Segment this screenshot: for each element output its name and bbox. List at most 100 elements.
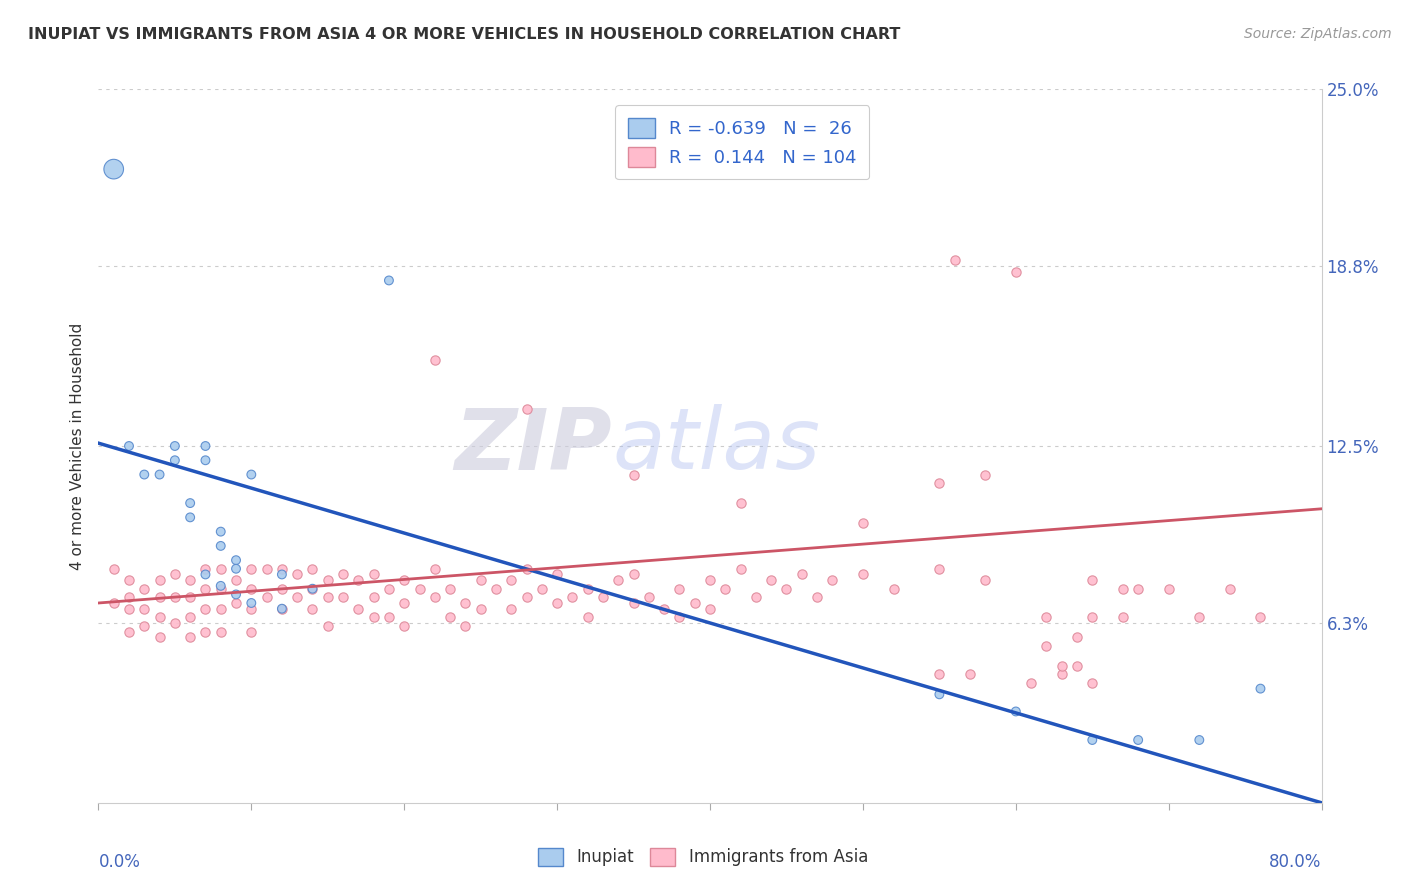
- Point: [516, 401, 538, 416]
- Point: [149, 573, 172, 587]
- Y-axis label: 4 or more Vehicles in Household: 4 or more Vehicles in Household: [69, 322, 84, 570]
- Point: [974, 467, 997, 482]
- Point: [316, 591, 339, 605]
- Point: [470, 601, 492, 615]
- Point: [163, 567, 186, 582]
- Point: [256, 562, 278, 576]
- Point: [516, 591, 538, 605]
- Point: [163, 615, 186, 630]
- Legend: R = -0.639   N =  26, R =  0.144   N = 104: R = -0.639 N = 26, R = 0.144 N = 104: [614, 105, 869, 179]
- Point: [363, 567, 385, 582]
- Point: [652, 601, 675, 615]
- Point: [1128, 733, 1150, 747]
- Point: [332, 567, 354, 582]
- Point: [974, 573, 997, 587]
- Point: [928, 562, 950, 576]
- Point: [623, 596, 645, 610]
- Point: [607, 573, 630, 587]
- Point: [209, 582, 232, 596]
- Point: [439, 582, 461, 596]
- Point: [256, 591, 278, 605]
- Point: [1050, 658, 1073, 673]
- Point: [623, 567, 645, 582]
- Text: Source: ZipAtlas.com: Source: ZipAtlas.com: [1244, 27, 1392, 41]
- Point: [103, 162, 125, 177]
- Point: [576, 582, 599, 596]
- Point: [699, 601, 721, 615]
- Point: [745, 591, 768, 605]
- Point: [270, 562, 292, 576]
- Point: [852, 516, 875, 530]
- Point: [1081, 610, 1104, 624]
- Point: [392, 573, 416, 587]
- Point: [209, 539, 232, 553]
- Point: [118, 591, 141, 605]
- Point: [423, 562, 446, 576]
- Point: [1004, 705, 1026, 719]
- Point: [225, 596, 247, 610]
- Text: 0.0%: 0.0%: [98, 853, 141, 871]
- Point: [149, 630, 172, 644]
- Text: ZIP: ZIP: [454, 404, 612, 488]
- Point: [501, 573, 523, 587]
- Legend: Inupiat, Immigrants from Asia: Inupiat, Immigrants from Asia: [530, 839, 876, 875]
- Point: [209, 524, 232, 539]
- Point: [1004, 265, 1026, 279]
- Point: [270, 601, 292, 615]
- Point: [454, 596, 477, 610]
- Point: [134, 601, 156, 615]
- Point: [225, 553, 247, 567]
- Point: [790, 567, 813, 582]
- Point: [179, 496, 201, 510]
- Point: [592, 591, 614, 605]
- Point: [378, 582, 401, 596]
- Point: [194, 601, 217, 615]
- Point: [194, 453, 217, 467]
- Point: [1112, 582, 1135, 596]
- Point: [179, 573, 201, 587]
- Point: [240, 582, 263, 596]
- Point: [240, 624, 263, 639]
- Point: [1066, 658, 1088, 673]
- Point: [103, 562, 125, 576]
- Point: [759, 573, 782, 587]
- Point: [470, 573, 492, 587]
- Point: [1081, 676, 1104, 690]
- Point: [194, 439, 217, 453]
- Point: [546, 596, 568, 610]
- Point: [347, 601, 370, 615]
- Point: [1188, 610, 1211, 624]
- Point: [103, 596, 125, 610]
- Point: [852, 567, 875, 582]
- Point: [332, 591, 354, 605]
- Point: [163, 439, 186, 453]
- Point: [1128, 582, 1150, 596]
- Point: [194, 562, 217, 576]
- Point: [118, 573, 141, 587]
- Point: [270, 567, 292, 582]
- Point: [1035, 610, 1057, 624]
- Point: [576, 610, 599, 624]
- Point: [516, 562, 538, 576]
- Point: [408, 582, 430, 596]
- Point: [285, 591, 308, 605]
- Point: [637, 591, 661, 605]
- Point: [1188, 733, 1211, 747]
- Point: [179, 510, 201, 524]
- Point: [928, 687, 950, 701]
- Point: [378, 273, 401, 287]
- Point: [1157, 582, 1180, 596]
- Point: [1112, 610, 1135, 624]
- Point: [301, 582, 323, 596]
- Point: [134, 619, 156, 633]
- Text: atlas: atlas: [612, 404, 820, 488]
- Point: [623, 467, 645, 482]
- Point: [1019, 676, 1042, 690]
- Point: [485, 582, 508, 596]
- Point: [316, 573, 339, 587]
- Point: [561, 591, 583, 605]
- Point: [806, 591, 828, 605]
- Text: INUPIAT VS IMMIGRANTS FROM ASIA 4 OR MORE VEHICLES IN HOUSEHOLD CORRELATION CHAR: INUPIAT VS IMMIGRANTS FROM ASIA 4 OR MOR…: [28, 27, 900, 42]
- Point: [285, 567, 308, 582]
- Point: [392, 619, 416, 633]
